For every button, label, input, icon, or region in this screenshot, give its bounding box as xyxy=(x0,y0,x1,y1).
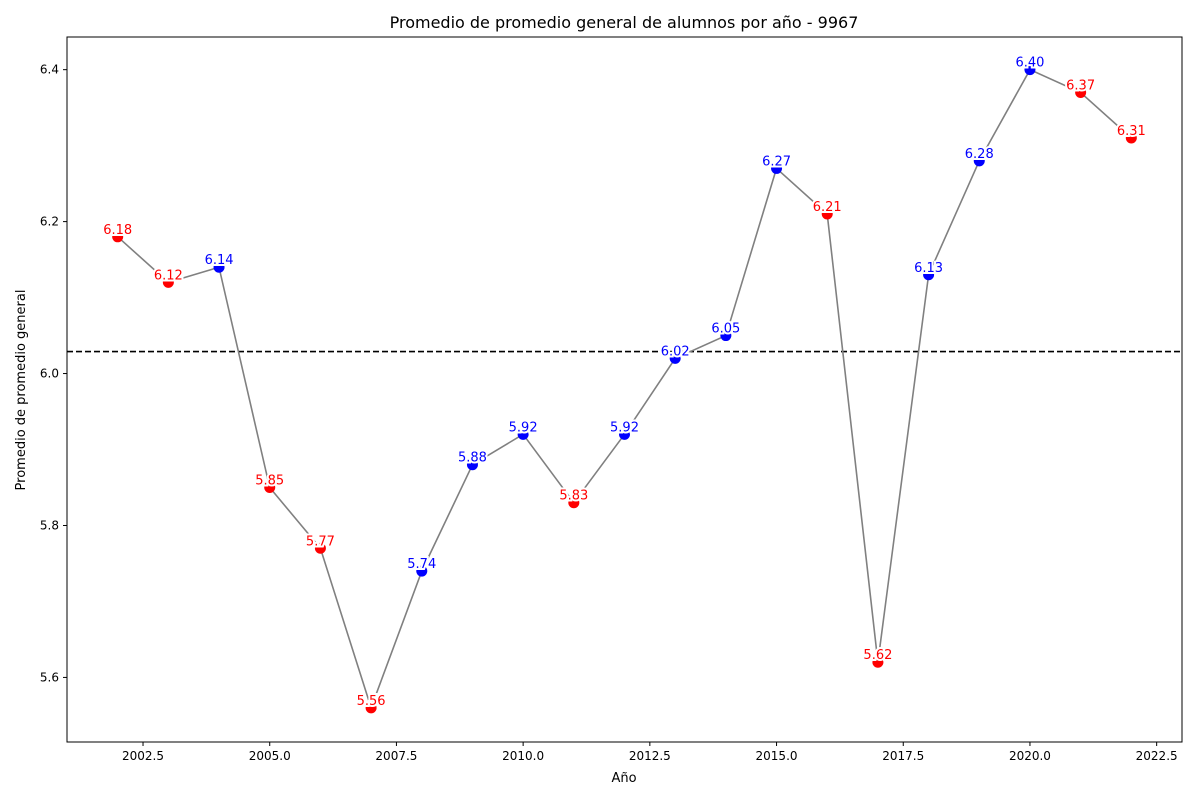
data-point xyxy=(923,269,935,281)
data-point xyxy=(112,231,124,243)
data-point xyxy=(466,459,478,471)
data-point xyxy=(264,482,276,494)
data-points-group xyxy=(112,64,1137,714)
data-point xyxy=(517,428,529,440)
data-point xyxy=(213,261,225,273)
x-tick-label: 2015.0 xyxy=(756,749,798,763)
data-point xyxy=(619,428,630,440)
y-tick-label: 6.4 xyxy=(40,63,59,77)
data-point xyxy=(872,656,884,668)
x-tick-label: 2007.5 xyxy=(375,749,417,763)
data-label: 6.02 xyxy=(661,344,690,359)
y-axis-title: Promedio de promedio general xyxy=(14,290,29,491)
data-point xyxy=(1024,64,1036,76)
data-point xyxy=(1075,86,1087,98)
data-label: 5.56 xyxy=(357,694,386,709)
axes-group: 2002.5 2005.0 2007.5 2010.0 2012.5 2015.0 2017… xyxy=(40,63,1178,763)
x-tick-label: 2002.5 xyxy=(122,749,164,763)
data-point xyxy=(771,162,783,174)
x-tick-label: 2010.0 xyxy=(502,749,544,763)
data-label: 6.05 xyxy=(711,322,740,337)
data-label: 6.31 xyxy=(1117,124,1146,139)
plot-frame xyxy=(66,36,1183,743)
data-point xyxy=(720,330,732,342)
data-label: 6.27 xyxy=(762,154,791,169)
data-point xyxy=(314,542,326,554)
data-label: 5.74 xyxy=(407,557,436,572)
chart-title: Promedio de promedio general de alumnos … xyxy=(390,13,859,32)
data-label: 5.88 xyxy=(458,451,487,466)
data-label: 5.62 xyxy=(863,648,892,663)
data-label: 5.85 xyxy=(255,474,284,489)
y-tick-label: 6.0 xyxy=(40,367,59,381)
data-point xyxy=(821,208,833,220)
data-label: 6.14 xyxy=(205,253,234,268)
data-label: 6.28 xyxy=(965,147,994,162)
y-tick-label: 6.2 xyxy=(40,215,59,229)
data-labels-group: 6.18 6.12 6.14 5.85 5.77 5.56 5.74 5.88 5.92 5.83… xyxy=(101,54,1148,711)
data-label: 6.12 xyxy=(154,268,183,283)
data-point xyxy=(365,702,377,714)
data-point xyxy=(568,497,580,509)
x-tick-label: 2017.5 xyxy=(882,749,924,763)
data-label: 6.37 xyxy=(1066,78,1095,93)
x-tick-label: 2020.0 xyxy=(1009,749,1051,763)
data-label: 5.92 xyxy=(509,420,538,435)
data-point xyxy=(1125,132,1137,144)
x-tick-label: 2005.0 xyxy=(249,749,291,763)
y-tick-label: 5.6 xyxy=(40,670,59,684)
x-axis-title: Año xyxy=(611,771,636,786)
data-label: 5.83 xyxy=(559,489,588,504)
data-point xyxy=(669,352,681,364)
data-point xyxy=(162,276,174,288)
data-label: 5.92 xyxy=(610,420,639,435)
data-point xyxy=(416,565,428,577)
data-label: 6.18 xyxy=(103,223,132,238)
y-tick-label: 5.8 xyxy=(40,518,59,532)
data-label: 5.77 xyxy=(306,534,335,549)
data-label: 6.21 xyxy=(813,200,842,215)
x-tick-label: 2022.5 xyxy=(1136,749,1178,763)
data-point xyxy=(973,155,985,167)
data-label: 6.40 xyxy=(1015,56,1044,71)
data-label: 6.13 xyxy=(914,261,943,276)
x-tick-label: 2012.5 xyxy=(629,749,671,763)
